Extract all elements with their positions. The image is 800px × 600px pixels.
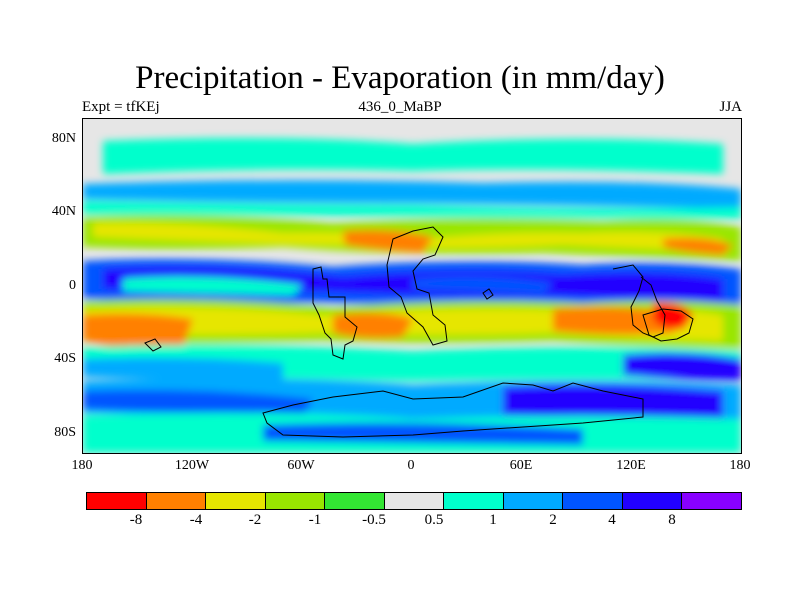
africa-coast	[386, 226, 448, 346]
colorbar-label: -8	[129, 512, 143, 528]
island-coast-2	[482, 288, 494, 300]
southern-ocean-deep	[83, 390, 313, 415]
precip-evap-map	[83, 119, 741, 453]
south-pacific-orange	[83, 313, 193, 349]
antarctica-coast	[262, 382, 644, 438]
y-tick-label: 80S	[54, 425, 76, 440]
x-tick-label: 120W	[174, 458, 210, 473]
equatorial-cyan-patch	[123, 277, 303, 295]
australia-coast	[642, 308, 694, 342]
south-america-orange	[333, 312, 413, 339]
x-tick-label: 180	[71, 458, 93, 473]
map-title: Precipitation - Evaporation (in mm/day)	[135, 60, 665, 96]
y-tick-label: 0	[69, 278, 76, 293]
colorbar-swatch	[206, 493, 266, 509]
equatorial-blue-patch	[413, 276, 553, 293]
coastlines	[144, 226, 694, 438]
colorbar-label: -1	[308, 512, 322, 528]
season-label: JJA	[719, 99, 742, 115]
north-cyan-band	[103, 138, 723, 174]
y-tick-label: 80N	[51, 131, 76, 146]
colorbar-swatch	[87, 493, 147, 509]
south-deep-blue-patch	[623, 352, 741, 381]
south-america-coast	[312, 266, 358, 360]
colorbar-label: 0.5	[424, 512, 444, 528]
map-plot-area	[82, 118, 742, 454]
north-yellow-band	[93, 222, 723, 251]
experiment-label: Expt = tfKEj	[82, 99, 160, 115]
indian-region-coast	[612, 264, 666, 338]
colorbar	[86, 492, 742, 510]
north-cyan-band-2	[83, 201, 741, 219]
colorbar-swatch	[325, 493, 385, 509]
x-tick-label: 60W	[287, 458, 315, 473]
colorbar-swatch	[265, 493, 326, 509]
south-blue-patch	[83, 357, 283, 381]
colorbar-swatch	[146, 493, 207, 509]
south-indian-orange	[553, 307, 683, 335]
colorbar-swatch	[563, 493, 623, 509]
colorbar-label: 8	[668, 512, 676, 528]
x-tick-label: 180	[729, 458, 751, 473]
y-tick-label: 40N	[51, 204, 76, 219]
colorbar-label: -0.5	[362, 512, 386, 528]
colorbar-swatch	[622, 493, 683, 509]
colorbar-label: -2	[248, 512, 262, 528]
colorbar-swatch	[444, 493, 504, 509]
x-tick-label: 60E	[509, 458, 533, 473]
north-orange-patch	[343, 229, 433, 253]
x-tick-label: 120E	[616, 458, 646, 473]
colorbar-label: -4	[189, 512, 203, 528]
time-label: 436_0_MaBP	[358, 99, 442, 115]
colorbar-swatch	[503, 493, 564, 509]
north-blue-band	[83, 180, 741, 209]
north-orange-patch-2	[663, 237, 733, 255]
x-tick-label: 0	[407, 458, 415, 473]
island-coast	[144, 338, 162, 352]
colorbar-label: 1	[489, 512, 497, 528]
colorbar-label: 2	[549, 512, 557, 528]
colorbar-swatch	[384, 493, 445, 509]
y-tick-label: 40S	[54, 351, 76, 366]
colorbar-swatch	[682, 493, 742, 509]
colorbar-label: 4	[608, 512, 616, 528]
antarctic-deep-blue	[503, 384, 723, 419]
